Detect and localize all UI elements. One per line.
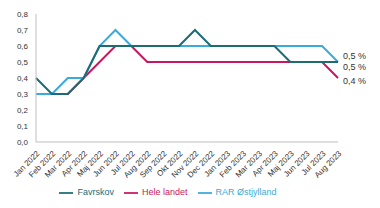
svg-text:Mar 2023: Mar 2023	[233, 149, 264, 180]
svg-text:0,5 %: 0,5 %	[343, 51, 366, 61]
svg-text:Sep 2022: Sep 2022	[138, 149, 169, 180]
svg-text:Apr 2022: Apr 2022	[59, 149, 90, 179]
svg-text:0,8: 0,8	[17, 10, 29, 19]
html-text:Hele landet: Hele landet	[142, 187, 188, 198]
svg-text:Feb 2023: Feb 2023	[217, 149, 249, 180]
svg-text:0,1: 0,1	[17, 122, 29, 131]
svg-text:Nov 2022: Nov 2022	[169, 149, 201, 180]
svg-text:Jul 2022: Jul 2022	[109, 149, 137, 177]
svg-text:0,0: 0,0	[17, 138, 29, 147]
svg-text:0,5: 0,5	[17, 58, 29, 67]
svg-text:Jan 2023: Jan 2023	[202, 149, 233, 179]
svg-text:0,6: 0,6	[17, 42, 29, 51]
svg-text:Okt 2022: Okt 2022	[155, 149, 185, 179]
html-text:Favrskov: Favrskov	[77, 187, 114, 198]
svg-text:Jul 2023: Jul 2023	[299, 149, 328, 177]
svg-text:Feb 2022: Feb 2022	[27, 149, 58, 180]
svg-text:Aug 2023: Aug 2023	[313, 149, 344, 180]
svg-text:Apr 2023: Apr 2023	[250, 149, 280, 179]
svg-text:Dec 2022: Dec 2022	[185, 149, 217, 180]
svg-text:Maj 2022: Maj 2022	[75, 149, 105, 179]
svg-text:0,5 %: 0,5 %	[343, 62, 366, 72]
svg-text:Aug 2022: Aug 2022	[122, 149, 153, 180]
svg-text:Jun 2022: Jun 2022	[91, 149, 121, 179]
svg-text:0,4: 0,4	[17, 74, 29, 83]
svg-text:Maj 2023: Maj 2023	[266, 149, 296, 179]
svg-text:Jan 2022: Jan 2022	[11, 149, 42, 179]
svg-text:0,4 %: 0,4 %	[343, 76, 366, 86]
svg-text:0,3: 0,3	[17, 90, 29, 99]
svg-text:Jun 2023: Jun 2023	[282, 149, 312, 179]
html-text:RAR Østjylland: RAR Østjylland	[215, 187, 277, 198]
svg-text:0,7: 0,7	[17, 26, 29, 35]
svg-text:Mar 2022: Mar 2022	[43, 149, 74, 180]
svg-text:0,2: 0,2	[17, 106, 29, 115]
